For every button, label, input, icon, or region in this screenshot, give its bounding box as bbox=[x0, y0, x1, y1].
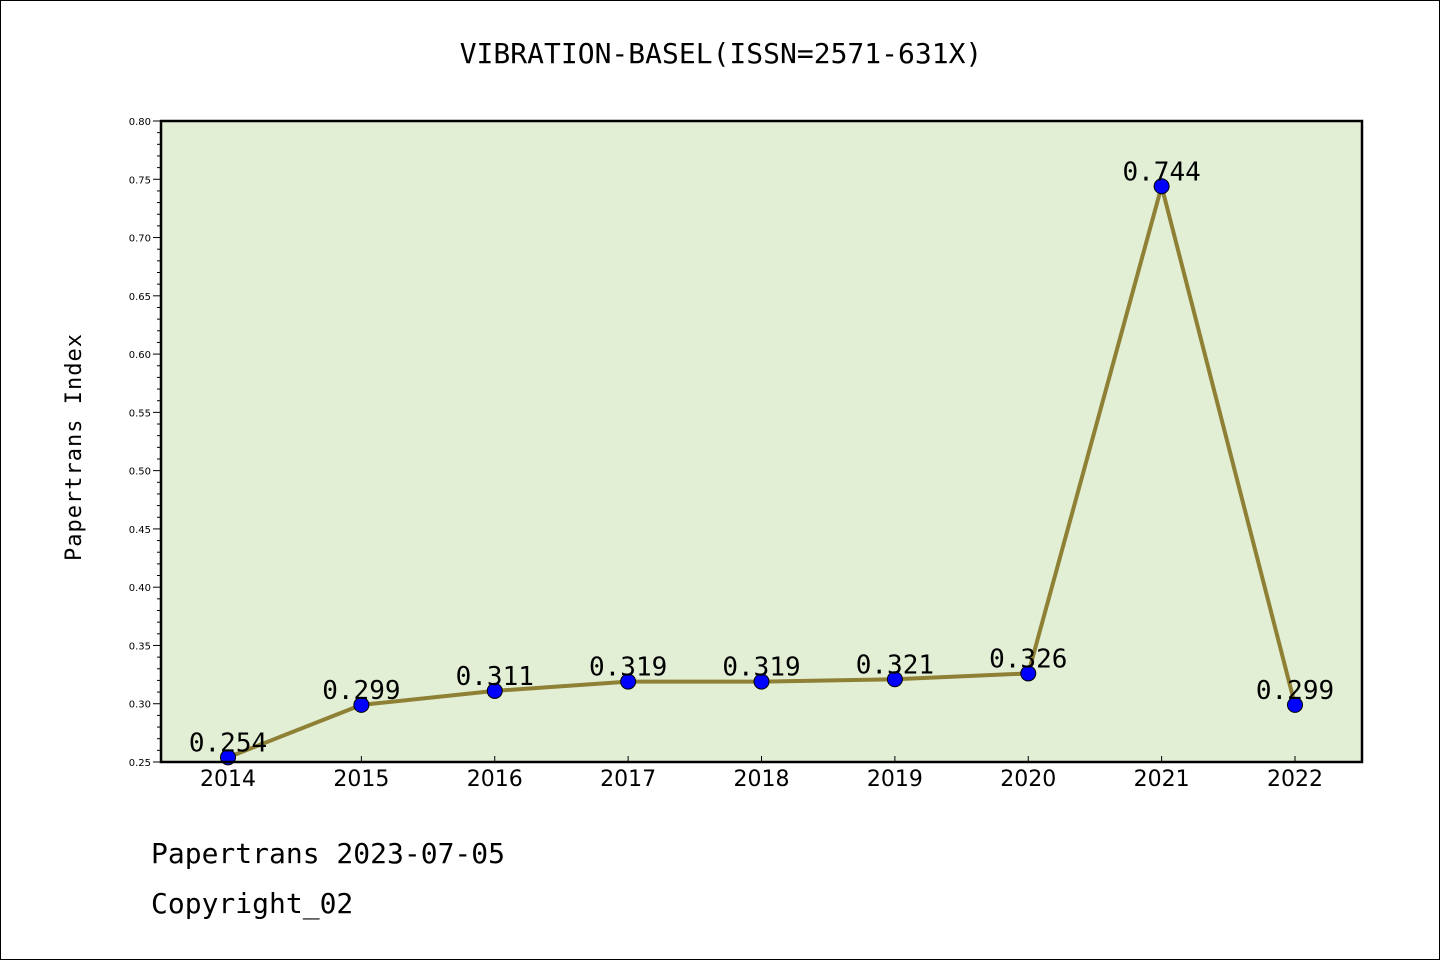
x-axis-ticks: 2014 2015 2016 2017 2018 2019 2020 2021 2022 bbox=[200, 756, 1323, 792]
plot-border bbox=[159, 119, 1364, 764]
y-tick-label: 0.50 bbox=[129, 467, 151, 478]
data-label: 0.326 bbox=[989, 644, 1067, 674]
data-label: 0.311 bbox=[456, 662, 534, 692]
data-label: 0.299 bbox=[322, 676, 400, 706]
y-tick-label: 0.60 bbox=[129, 350, 151, 361]
data-label: 0.744 bbox=[1122, 157, 1200, 187]
chart-title: VIBRATION-BASEL(ISSN=2571-631X) bbox=[459, 37, 983, 70]
data-label: 0.319 bbox=[722, 653, 800, 683]
data-point bbox=[1287, 696, 1303, 713]
y-tick-label: 0.55 bbox=[129, 408, 151, 419]
y-tick-label: 0.75 bbox=[129, 175, 151, 186]
footer-date: Papertrans 2023-07-05 bbox=[151, 837, 506, 870]
x-tick-label: 2014 bbox=[200, 767, 256, 792]
x-tick-label: 2016 bbox=[467, 767, 523, 792]
y-tick-label: 0.25 bbox=[129, 758, 151, 769]
footer-copyright: Copyright_02 bbox=[151, 887, 354, 920]
x-tick-label: 2020 bbox=[1000, 767, 1056, 792]
data-label: 0.321 bbox=[856, 650, 934, 680]
x-tick-label: 2021 bbox=[1134, 767, 1190, 792]
data-point bbox=[1020, 665, 1037, 682]
plot-area bbox=[161, 121, 1362, 762]
data-point bbox=[353, 696, 370, 713]
x-tick-label: 2022 bbox=[1267, 767, 1323, 792]
x-tick-label: 2017 bbox=[600, 767, 656, 792]
data-point bbox=[886, 671, 903, 688]
y-tick-label: 0.30 bbox=[129, 700, 151, 711]
data-point bbox=[1153, 178, 1170, 195]
data-point bbox=[620, 673, 637, 690]
x-tick-label: 2015 bbox=[333, 767, 389, 792]
x-tick-label: 2018 bbox=[734, 767, 790, 792]
data-point bbox=[753, 673, 770, 690]
series-group: 0.254 0.299 0.311 0.319 0.319 0.321 0.326 0.744… bbox=[189, 157, 1334, 766]
y-tick-label: 0.40 bbox=[129, 583, 151, 594]
y-tick-label: 0.45 bbox=[129, 525, 151, 536]
data-label: 0.299 bbox=[1256, 676, 1334, 706]
data-label: 0.254 bbox=[189, 728, 267, 758]
x-tick-label: 2019 bbox=[867, 767, 923, 792]
y-tick-label: 0.65 bbox=[129, 292, 151, 303]
data-point bbox=[486, 682, 503, 699]
y-tick-label: 0.35 bbox=[129, 641, 151, 652]
data-label: 0.319 bbox=[589, 653, 667, 683]
y-axis-ticks: 0.25 0.30 0.35 0.40 0.45 0.50 0.55 0.60 0.65 0.70… bbox=[129, 117, 161, 769]
y-tick-label: 0.70 bbox=[129, 234, 151, 245]
y-tick-label: 0.80 bbox=[129, 117, 151, 128]
